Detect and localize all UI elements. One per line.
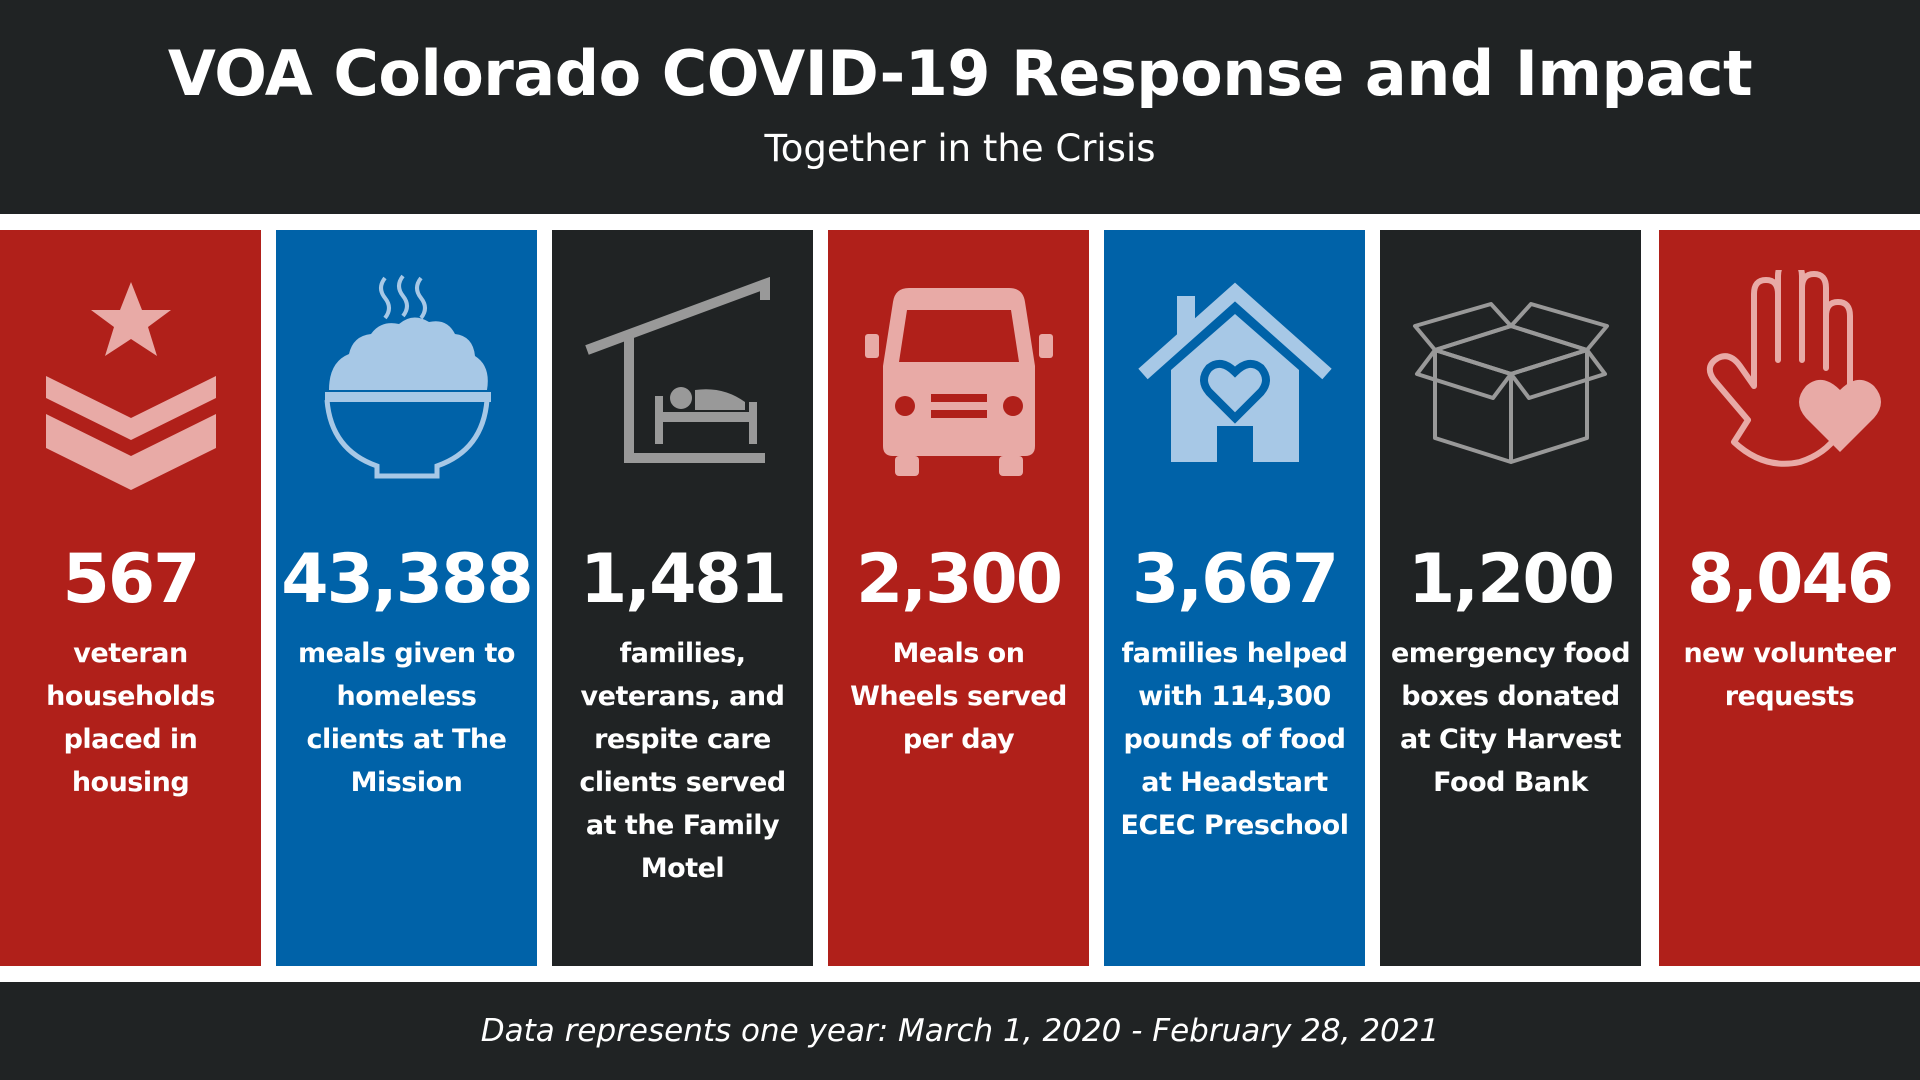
stat-panel-family-motel: 1,481 families, veterans, and respite ca… [552, 230, 813, 966]
house-heart-icon [1104, 270, 1365, 490]
stats-panels: 567 veteran households placed in housing… [0, 230, 1920, 966]
stat-description: families helped with 114,300 pounds of f… [1120, 638, 1349, 841]
stat-value: 2,300 [855, 540, 1063, 619]
footer-note: Data represents one year: March 1, 2020 … [480, 1013, 1440, 1049]
stat-description: new volunteer requests [1683, 638, 1896, 712]
chevron-star-icon [0, 270, 261, 490]
hand-heart-icon [1659, 270, 1920, 490]
stat-panel-meals-mission: 43,388 meals given to homeless clients a… [276, 230, 537, 966]
footer: Data represents one year: March 1, 2020 … [0, 982, 1920, 1080]
box-icon [1380, 270, 1641, 490]
stat-panel-meals-on-wheels: 2,300 Meals on Wheels served per day [828, 230, 1089, 966]
stat-description: veteran households placed in housing [46, 638, 215, 798]
stat-description: meals given to homeless clients at The M… [298, 638, 515, 798]
stat-value: 3,667 [1131, 540, 1339, 619]
stat-description: families, veterans, and respite care cli… [579, 638, 786, 884]
motel-bed-icon [552, 270, 813, 490]
stat-value: 43,388 [281, 540, 533, 619]
stat-value: 8,046 [1686, 540, 1894, 619]
stat-value: 1,200 [1407, 540, 1615, 619]
stat-value: 567 [62, 540, 201, 619]
stat-description: Meals on Wheels served per day [850, 638, 1067, 755]
rice-bowl-icon [276, 270, 537, 490]
page-title: VOA Colorado COVID-19 Response and Impac… [167, 37, 1753, 110]
stat-panel-veterans: 567 veteran households placed in housing [0, 230, 261, 966]
page-subtitle: Together in the Crisis [764, 127, 1156, 170]
stat-panel-volunteers: 8,046 new volunteer requests [1659, 230, 1920, 966]
stat-value: 1,481 [579, 540, 787, 619]
van-icon [828, 270, 1089, 490]
stat-description: emergency food boxes donated at City Har… [1390, 638, 1631, 798]
stat-panel-food-boxes: 1,200 emergency food boxes donated at Ci… [1380, 230, 1641, 966]
header: VOA Colorado COVID-19 Response and Impac… [0, 0, 1920, 214]
stat-panel-headstart: 3,667 families helped with 114,300 pound… [1104, 230, 1365, 966]
